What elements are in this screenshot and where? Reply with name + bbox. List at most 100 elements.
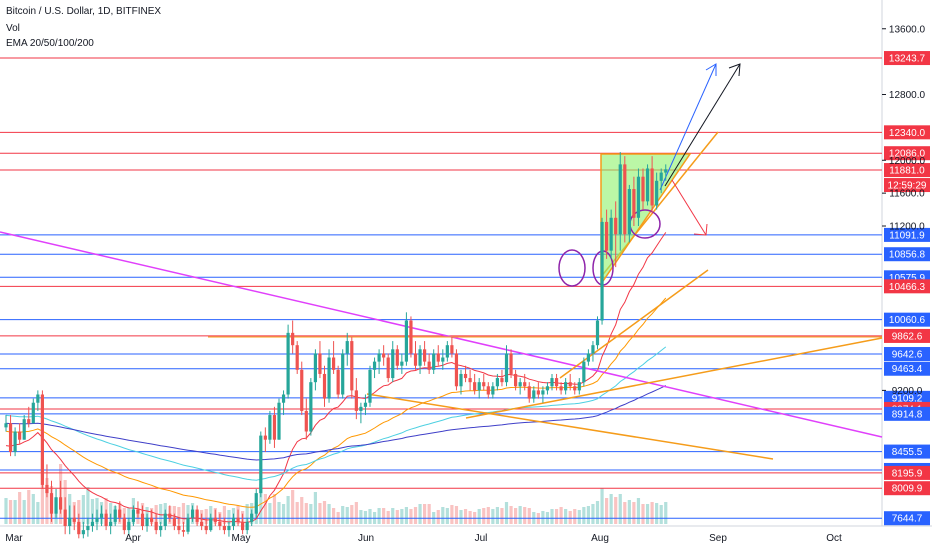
candle-body bbox=[72, 517, 76, 522]
y-axis-tick-label: 13600.0 bbox=[889, 24, 926, 35]
candle-body bbox=[386, 357, 390, 379]
candle-body bbox=[418, 349, 422, 366]
price-label-text: 9463.4 bbox=[892, 364, 923, 375]
candle-body bbox=[45, 484, 49, 494]
volume-bar bbox=[377, 508, 381, 524]
candle-body bbox=[641, 176, 645, 202]
volume-bar bbox=[295, 502, 299, 524]
volume-bar bbox=[245, 504, 249, 524]
candle-body bbox=[372, 361, 377, 370]
candle-body bbox=[400, 361, 404, 366]
price-label-text: 13243.7 bbox=[889, 54, 926, 65]
volume-bar bbox=[445, 508, 449, 524]
volume-bar bbox=[345, 507, 349, 524]
candle-body bbox=[550, 378, 554, 387]
candle-body bbox=[409, 320, 413, 354]
volume-bar bbox=[659, 505, 663, 524]
candle-body bbox=[181, 530, 186, 532]
volume-bar bbox=[568, 511, 572, 524]
price-label-badge bbox=[884, 247, 930, 262]
candle-body bbox=[341, 353, 345, 395]
candle-body bbox=[109, 521, 113, 526]
candle-body bbox=[664, 169, 668, 173]
candle-body bbox=[159, 526, 163, 531]
price-label-text: 8195.9 bbox=[892, 468, 923, 479]
candle-body bbox=[236, 517, 240, 522]
volume-bar bbox=[177, 507, 181, 524]
candle-body bbox=[605, 221, 609, 251]
volume-bar bbox=[582, 507, 586, 524]
candle-body bbox=[454, 353, 459, 387]
candle-body bbox=[564, 382, 568, 391]
candle-body bbox=[645, 168, 650, 202]
support-circle-1 bbox=[558, 249, 586, 287]
volume-bar bbox=[655, 503, 659, 524]
candle-body bbox=[318, 353, 322, 374]
candle-body bbox=[659, 172, 663, 181]
volume-bar bbox=[4, 498, 8, 524]
volume-bar bbox=[363, 511, 368, 524]
volume-bar bbox=[204, 509, 208, 524]
candle-body bbox=[436, 353, 440, 362]
candle-body bbox=[541, 390, 545, 395]
ema20-line bbox=[5, 232, 667, 523]
price-label-badge bbox=[884, 312, 930, 327]
trend-drawings bbox=[0, 63, 883, 460]
y-axis-tick-label: 12800.0 bbox=[889, 90, 926, 101]
candle-body bbox=[209, 517, 213, 531]
volume-bar bbox=[413, 507, 418, 524]
volume-bar bbox=[418, 504, 422, 524]
candle-body bbox=[113, 509, 117, 522]
volume-bar bbox=[463, 509, 468, 524]
candle-body bbox=[281, 394, 286, 403]
volume-bar bbox=[36, 502, 40, 524]
candle-body bbox=[368, 369, 372, 403]
x-axis-tick-label: Aug bbox=[591, 533, 609, 544]
candle-body bbox=[477, 382, 481, 391]
candle-body bbox=[636, 176, 641, 218]
price-label-text: 9862.6 bbox=[892, 331, 923, 342]
candle-body bbox=[136, 509, 140, 514]
volume-bar bbox=[313, 492, 317, 524]
candle-body bbox=[463, 373, 468, 379]
volume-bar bbox=[586, 506, 590, 524]
volume-bar bbox=[109, 503, 113, 524]
candle-body bbox=[95, 517, 99, 522]
red-arrowhead bbox=[693, 223, 708, 236]
candle-body bbox=[336, 369, 340, 395]
candle-body bbox=[81, 530, 85, 535]
candle-body bbox=[559, 386, 563, 391]
candle-body bbox=[359, 406, 363, 411]
candle-body bbox=[482, 382, 486, 387]
candle-body bbox=[54, 497, 58, 514]
volume-bar bbox=[318, 503, 322, 524]
candle-body bbox=[86, 526, 90, 531]
price-label-badge bbox=[884, 511, 930, 526]
price-scale[interactable] bbox=[882, 0, 932, 526]
black-arrowhead bbox=[728, 63, 741, 77]
volume-bar bbox=[350, 505, 354, 524]
price-label-text: 7644.7 bbox=[892, 514, 923, 525]
volume-bar bbox=[450, 505, 454, 524]
candle-body bbox=[327, 357, 331, 399]
candle-body bbox=[495, 378, 499, 387]
volume-bar bbox=[573, 509, 577, 524]
candle-body bbox=[404, 320, 408, 362]
price-label-text: 12086.0 bbox=[889, 149, 926, 160]
volume-indicator-label[interactable]: Vol bbox=[6, 23, 20, 34]
volume-bar bbox=[623, 502, 627, 524]
x-axis-tick-label: May bbox=[232, 533, 251, 544]
candle-body bbox=[573, 386, 577, 391]
volume-bar bbox=[309, 504, 313, 524]
candle-body bbox=[250, 513, 254, 522]
candle-body bbox=[304, 410, 308, 432]
candle-body bbox=[200, 521, 204, 526]
candle-body bbox=[441, 357, 445, 362]
candle-body bbox=[514, 373, 518, 387]
ema-indicator-label[interactable]: EMA 20/50/100/200 bbox=[6, 38, 94, 49]
volume-bar bbox=[650, 502, 654, 524]
y-axis-tick-label: 11200.0 bbox=[889, 222, 925, 233]
price-label-badge bbox=[884, 328, 930, 343]
candle-body bbox=[263, 435, 267, 440]
